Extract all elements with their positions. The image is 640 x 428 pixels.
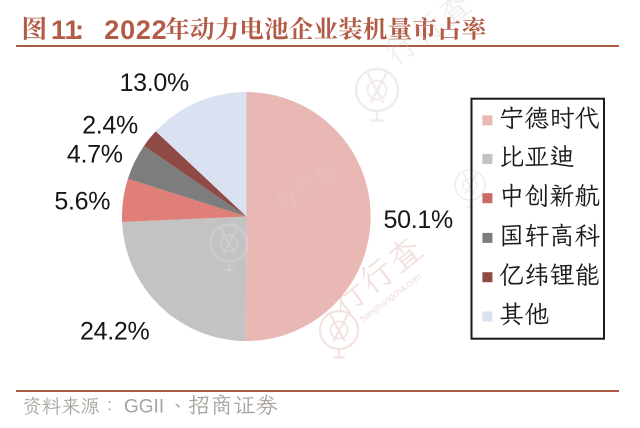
svg-text:11: 11	[51, 15, 80, 45]
svg-text:2022: 2022	[104, 15, 166, 45]
svg-text:50.1%: 50.1%	[384, 206, 453, 234]
svg-text:5.6%: 5.6%	[54, 187, 110, 215]
svg-text:GGII: GGII	[124, 397, 164, 418]
svg-text::: :	[75, 15, 84, 45]
svg-text:24.2%: 24.2%	[80, 317, 149, 345]
svg-text:2.4%: 2.4%	[82, 111, 138, 139]
svg-text:4.7%: 4.7%	[67, 141, 123, 169]
svg-text:13.0%: 13.0%	[120, 69, 189, 97]
